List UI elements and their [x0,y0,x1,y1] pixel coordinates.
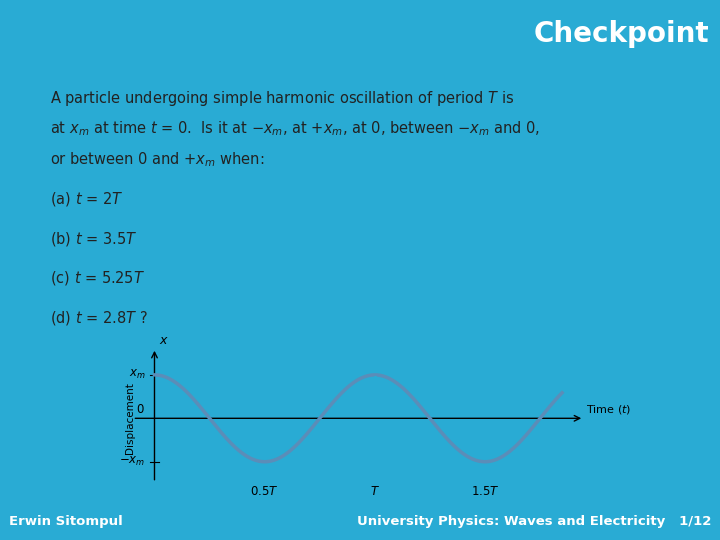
Text: at $x_m$ at time $\it{t}$ = 0.  Is it at $-x_m$, at $+x_m$, at 0, between $-x_m$: at $x_m$ at time $\it{t}$ = 0. Is it at … [50,119,540,138]
Text: 1.5$T$: 1.5$T$ [471,485,499,498]
Text: University Physics: Waves and Electricity   1/12: University Physics: Waves and Electricit… [357,515,711,528]
Text: $x_m$: $x_m$ [129,368,145,381]
Text: Erwin Sitompul: Erwin Sitompul [9,515,122,528]
Text: 0: 0 [136,403,143,416]
Text: A particle undergoing simple harmonic oscillation of period $\it{T}$ is: A particle undergoing simple harmonic os… [50,89,514,107]
Text: or between 0 and $+x_m$ when:: or between 0 and $+x_m$ when: [50,150,264,169]
Text: (a) $\it{t}$ = 2$\it{T}$: (a) $\it{t}$ = 2$\it{T}$ [50,190,123,208]
Text: At –$x_m$: At –$x_m$ [325,230,380,248]
Text: (d) $\it{t}$ = 2.8$\it{T}$ ?: (d) $\it{t}$ = 2.8$\it{T}$ ? [50,309,148,327]
Text: Displacement: Displacement [125,382,135,454]
Text: Checkpoint: Checkpoint [534,20,709,48]
Text: Time ($t$): Time ($t$) [586,403,631,416]
Text: Between 0 and +$x_m$: Between 0 and +$x_m$ [503,309,678,328]
Text: (c) $\it{t}$ = 5.25$\it{T}$: (c) $\it{t}$ = 5.25$\it{T}$ [50,269,145,287]
Text: At +$x_m$: At +$x_m$ [243,190,305,209]
Text: $-x_m$: $-x_m$ [120,455,145,468]
Text: (b) $\it{t}$ = 3.5$\it{T}$: (b) $\it{t}$ = 3.5$\it{T}$ [50,230,138,248]
Text: 0.5$T$: 0.5$T$ [251,485,279,498]
Text: At 0: At 0 [414,269,451,285]
Text: $x$: $x$ [159,334,168,347]
Text: $T$: $T$ [370,485,379,498]
